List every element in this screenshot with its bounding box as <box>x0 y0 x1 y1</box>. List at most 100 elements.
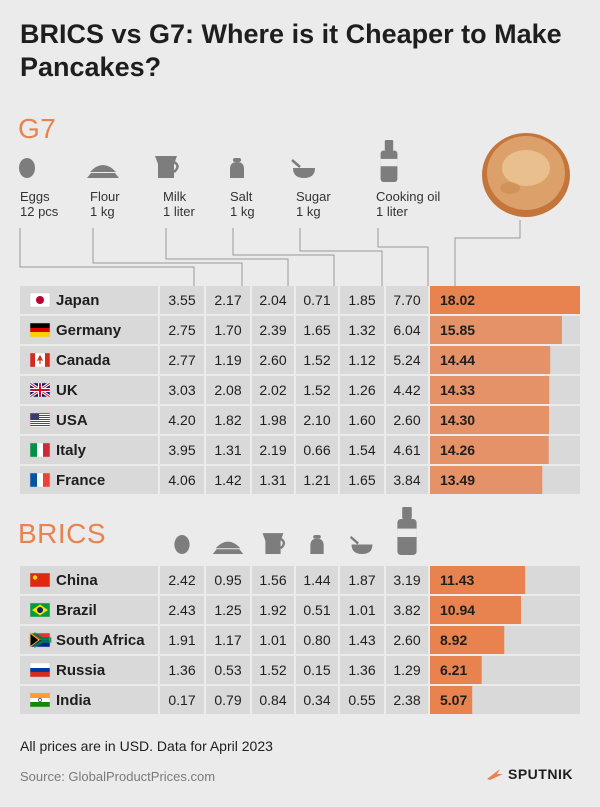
milk-name: Milk <box>163 189 187 204</box>
country-name: USA <box>56 412 88 429</box>
flag-border <box>29 692 51 708</box>
flag-part <box>30 693 50 698</box>
flour-heap <box>90 165 116 172</box>
salt-name: Salt <box>230 189 253 204</box>
sugar-value: 1.85 <box>348 292 375 308</box>
flag-part <box>30 389 50 391</box>
salt-cell <box>296 316 338 344</box>
table-row: Italy 3.95 1.31 2.19 0.66 1.54 4.61 14.26 <box>20 436 580 464</box>
sugar-bowl-icon <box>291 159 315 178</box>
sputnik-logo: SPUTNIK <box>486 765 573 783</box>
flag-part <box>30 353 35 367</box>
eggs-name: Eggs <box>20 189 50 204</box>
sugar-cell <box>340 626 384 654</box>
salt-value: 1.52 <box>303 352 330 368</box>
salt-value: 1.52 <box>303 382 330 398</box>
flag-usa-icon <box>29 412 51 428</box>
table-row: France 4.06 1.42 1.31 1.21 1.65 3.84 13.49 <box>20 466 580 494</box>
oil-cell <box>386 436 428 464</box>
flag-part <box>30 423 50 424</box>
bottle-neck <box>384 140 394 151</box>
flag-part <box>36 296 44 304</box>
oil-value: 4.42 <box>393 382 420 398</box>
flour-value: 1.70 <box>214 322 241 338</box>
flag-part <box>30 413 39 420</box>
salt-cell <box>296 346 338 374</box>
flag-part <box>37 473 43 487</box>
eggs-value: 2.43 <box>168 602 195 618</box>
flour-cell <box>206 466 250 494</box>
sugar-value: 1.54 <box>348 442 375 458</box>
eggs-value: 1.36 <box>168 662 195 678</box>
total-bar <box>430 656 482 684</box>
sugar-cell <box>340 316 384 344</box>
flag-part <box>38 698 42 702</box>
salt-value: 0.80 <box>303 632 330 648</box>
egg-icon <box>174 535 190 554</box>
flour-header-label: Flour 1 kg <box>90 189 120 219</box>
oil-cell <box>386 406 428 434</box>
flag-border <box>29 382 51 398</box>
total-value: 10.94 <box>440 602 475 618</box>
milk-cell <box>252 466 294 494</box>
flour-cell <box>206 376 250 404</box>
flag-part <box>30 416 50 417</box>
total-bar <box>430 286 580 314</box>
flour-cell <box>206 436 250 464</box>
flag-part <box>43 473 50 487</box>
flag-part <box>30 573 50 587</box>
milk-cell <box>252 436 294 464</box>
flag-border <box>29 412 51 428</box>
total-value: 8.92 <box>440 632 467 648</box>
flag-part <box>30 443 37 457</box>
eggs-value: 3.95 <box>168 442 195 458</box>
sugar-cell <box>340 436 384 464</box>
flag-part <box>45 353 50 367</box>
sugar-header-label: Sugar 1 kg <box>296 189 331 219</box>
oil-cell <box>386 286 428 314</box>
chart-title: BRICS vs G7: Where is it Cheaper to Make… <box>20 19 562 82</box>
sugar-unit: 1 kg <box>296 204 321 219</box>
g7-table: Japan 3.55 2.17 2.04 0.71 1.85 7.70 18.02 German… <box>20 286 580 494</box>
flag-part <box>30 663 50 668</box>
oil-cell <box>386 626 428 654</box>
milk-unit: 1 liter <box>163 204 195 219</box>
milk-connector-line <box>165 228 289 286</box>
eggs-cell <box>160 376 204 404</box>
milk-cell <box>252 346 294 374</box>
flag-italy-icon <box>29 442 51 458</box>
sugar-cell <box>340 466 384 494</box>
flour-value: 0.95 <box>214 572 241 588</box>
shaker-cap <box>233 158 241 162</box>
flag-part <box>30 473 37 487</box>
total-bar <box>430 316 562 344</box>
flag-uk-icon <box>29 381 51 399</box>
flag-part <box>43 443 50 457</box>
flag-part <box>30 672 50 677</box>
eggs-cell <box>160 316 204 344</box>
eggs-value: 3.03 <box>168 382 195 398</box>
oil-value: 2.38 <box>393 692 420 708</box>
bowl <box>293 168 315 178</box>
flag-canada-icon <box>29 352 51 368</box>
flour-icon <box>212 541 244 554</box>
country-name: Italy <box>56 442 87 459</box>
flour-base <box>87 173 119 178</box>
source-note: Source: GlobalProductPrices.com <box>20 769 216 784</box>
country-name: Germany <box>56 322 122 339</box>
sugar-cell <box>340 566 384 594</box>
flag-border <box>29 292 51 308</box>
sugar-bowl-icon <box>349 536 373 554</box>
flag-border <box>29 352 51 368</box>
oil-value: 3.82 <box>393 602 420 618</box>
flag-part <box>30 702 50 707</box>
milk-cell <box>252 596 294 624</box>
eggs-cell <box>160 436 204 464</box>
salt-unit: 1 kg <box>230 204 255 219</box>
salt-cell <box>296 376 338 404</box>
salt-cell <box>296 286 338 314</box>
salt-cell <box>296 686 338 714</box>
sugar-value: 1.32 <box>348 322 375 338</box>
milk-cell <box>252 286 294 314</box>
salt-shaker-icon <box>230 158 244 178</box>
